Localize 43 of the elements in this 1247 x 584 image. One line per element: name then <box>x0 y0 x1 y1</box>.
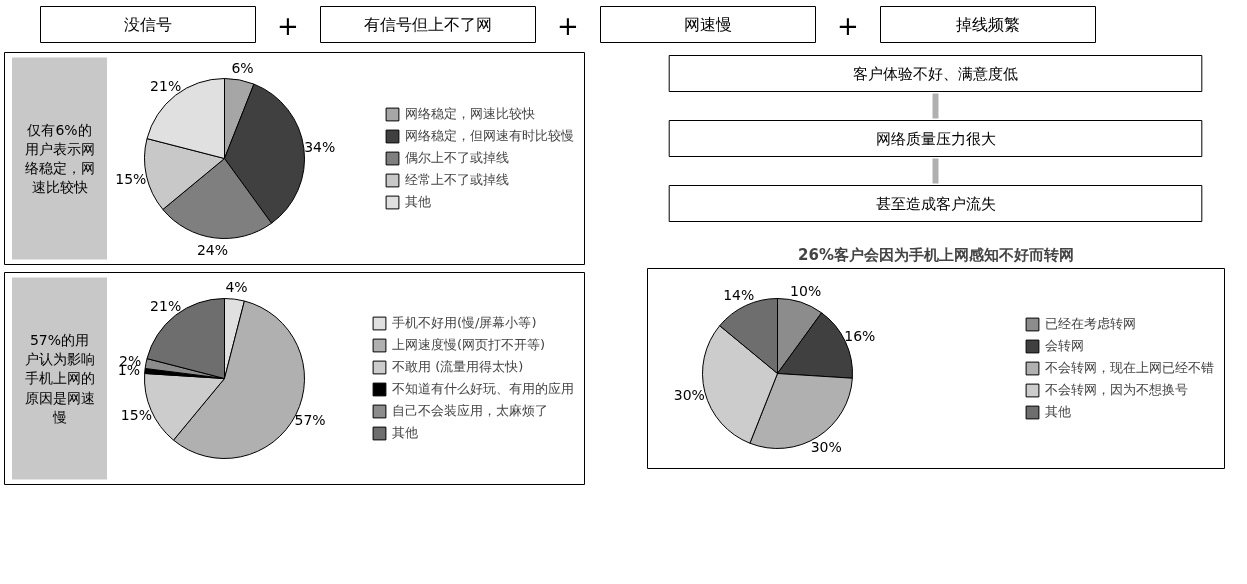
legend-label: 不知道有什么好玩、有用的应用 <box>392 380 574 398</box>
legend-label: 网络稳定，但网速有时比较慢 <box>405 127 574 145</box>
legend-label: 不会转网，现在上网已经不错 <box>1045 359 1214 377</box>
text: 仅有6%的用户表示网络稳定，网速比较快 <box>24 121 95 196</box>
data-label: 34% <box>304 138 336 155</box>
text: 网络质量压力很大 <box>875 129 996 148</box>
data-label: 4% <box>225 279 248 296</box>
data-label: 30% <box>673 387 705 404</box>
legend-label: 自己不会装应用，太麻烦了 <box>392 402 548 420</box>
data-label: 15% <box>115 170 147 187</box>
text: 有信号但上不了网 <box>364 15 492 34</box>
text: + <box>557 10 579 41</box>
data-label: 57% <box>294 412 326 429</box>
data-label: 14% <box>723 286 755 303</box>
data-label: 24% <box>196 241 229 258</box>
text: 掉线频繁 <box>956 15 1020 34</box>
legend-label: 其他 <box>1045 403 1071 421</box>
text: 没信号 <box>124 15 172 34</box>
legend-label: 会转网 <box>1045 337 1084 355</box>
legend-label: 已经在考虑转网 <box>1045 315 1136 333</box>
data-label: 21% <box>150 297 182 314</box>
legend-label: 经常上不了或掉线 <box>405 171 509 189</box>
chart-title: 26%客户会因为手机上网感知不好而转网 <box>798 245 1074 264</box>
text: + <box>277 10 299 41</box>
text: 网速慢 <box>684 15 732 34</box>
text: 客户体验不好、满意度低 <box>853 64 1019 83</box>
text: 57%的用户认为影响手机上网的原因是网速慢 <box>24 332 95 425</box>
legend-label: 偶尔上不了或掉线 <box>405 149 509 167</box>
legend-label: 其他 <box>405 193 431 211</box>
legend-label: 不会转网，因为不想换号 <box>1045 381 1188 399</box>
data-label: 21% <box>150 77 182 94</box>
data-label: 15% <box>120 407 152 424</box>
legend-label: 其他 <box>392 424 418 442</box>
data-label: 30% <box>810 438 842 455</box>
data-label: 16% <box>844 328 876 345</box>
legend-label: 网络稳定，网速比较快 <box>405 105 535 123</box>
legend-label: 不敢用 (流量用得太快) <box>392 358 524 376</box>
text: 甚至造成客户流失 <box>875 194 996 213</box>
legend-label: 手机不好用(慢/屏幕小等) <box>392 314 537 332</box>
data-label: 6% <box>231 60 254 77</box>
legend-label: 上网速度慢(网页打不开等) <box>392 336 546 354</box>
text: + <box>837 10 859 41</box>
data-label: 10% <box>790 282 822 299</box>
